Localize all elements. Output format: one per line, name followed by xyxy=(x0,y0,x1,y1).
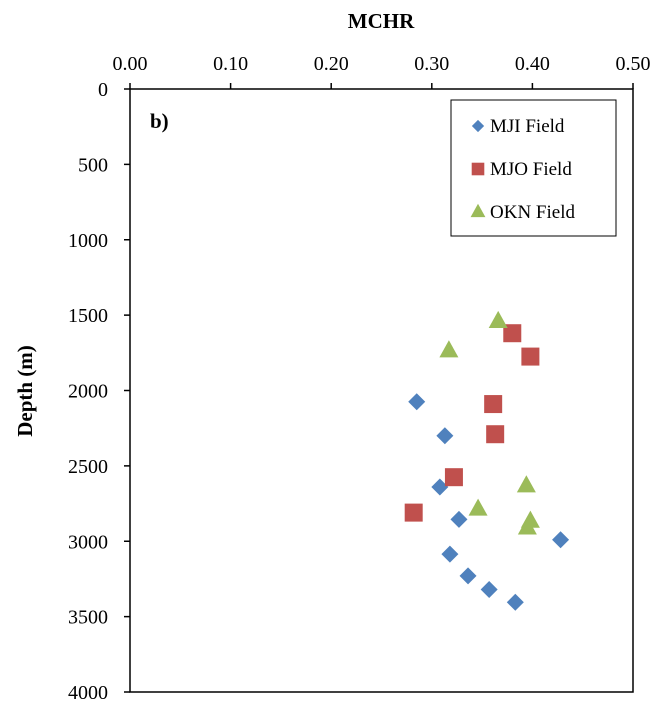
mjo-field-legend-symbol xyxy=(471,162,485,176)
mjo-field-legend-label: MJO Field xyxy=(490,159,572,180)
x-tick-label: 0.20 xyxy=(314,53,349,75)
x-tick-label: 0.10 xyxy=(213,53,248,75)
y-tick-label: 1000 xyxy=(68,230,108,252)
mjo-field-point xyxy=(521,347,540,366)
mji-field-point xyxy=(408,393,426,411)
legend: MJI Field MJO Field OKN Field xyxy=(450,99,617,237)
x-tick-label: 0.50 xyxy=(616,53,651,75)
y-tick-label: 2500 xyxy=(68,456,108,478)
mjo-field-point xyxy=(486,425,505,444)
y-axis-title: Depth (m) xyxy=(13,345,37,437)
y-tick-label: 500 xyxy=(78,154,108,176)
x-tick-label: 0.00 xyxy=(113,53,148,75)
mji-field-point xyxy=(552,531,570,549)
data-points xyxy=(404,310,570,611)
mji-field-point xyxy=(450,510,468,528)
y-tick-label: 3000 xyxy=(68,531,108,553)
mji-field-legend-label: MJI Field xyxy=(490,116,565,137)
x-tick-label: 0.30 xyxy=(414,53,449,75)
mjo-field-point xyxy=(404,503,423,522)
y-tick-label: 1500 xyxy=(68,305,108,327)
x-tick-label: 0.40 xyxy=(515,53,550,75)
okn-field-legend-symbol xyxy=(470,203,486,218)
mji-field-point xyxy=(506,593,524,611)
y-tick-label: 0 xyxy=(98,79,108,101)
okn-field-point xyxy=(439,340,459,358)
okn-field-point xyxy=(517,517,537,535)
y-tick-label: 4000 xyxy=(68,682,108,704)
y-axis-ticks: 0 500 1000 1500 2000 2500 3000 3500 4000 xyxy=(68,79,130,704)
okn-field-legend-label: OKN Field xyxy=(490,202,575,223)
okn-field-point xyxy=(516,475,536,493)
mjo-field-point xyxy=(484,395,503,414)
mji-field-point xyxy=(431,478,449,496)
okn-field-point xyxy=(468,498,488,516)
mji-field-point xyxy=(436,427,454,445)
mji-field-point xyxy=(480,580,498,598)
x-axis-title: MCHR xyxy=(348,9,415,33)
mjo-field-point xyxy=(503,324,522,343)
mjo-field-point xyxy=(444,468,463,487)
y-tick-label: 2000 xyxy=(68,381,108,403)
panel-label: b) xyxy=(150,109,169,133)
mji-field-point xyxy=(459,567,477,585)
mji-field-point xyxy=(441,545,459,563)
okn-field-point xyxy=(488,310,508,329)
x-axis-ticks: 0.00 0.10 0.20 0.30 0.40 0.50 xyxy=(113,53,651,89)
y-tick-label: 3500 xyxy=(68,607,108,629)
